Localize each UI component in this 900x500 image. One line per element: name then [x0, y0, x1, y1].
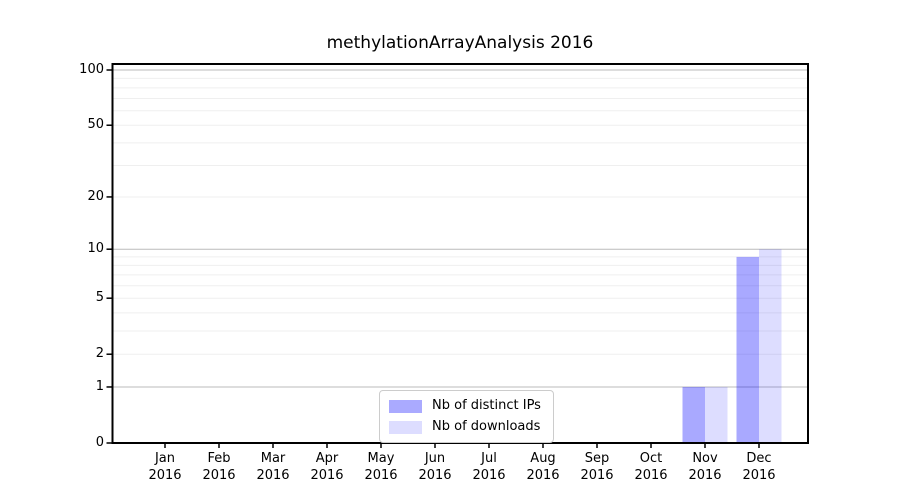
legend-swatch-distinct-ips — [389, 399, 422, 413]
y-tick-label: 5 — [95, 290, 104, 306]
x-tick-label: Sep 2016 — [580, 451, 614, 483]
legend: Nb of distinct IPs Nb of downloads — [379, 390, 554, 443]
x-tick-label: Oct 2016 — [634, 451, 668, 483]
legend-label-downloads: Nb of downloads — [432, 419, 541, 434]
y-tick-label: 0 — [95, 435, 104, 450]
x-tick-label: Feb 2016 — [202, 451, 236, 483]
x-tick-label: Nov 2016 — [688, 451, 722, 483]
x-tick-label: Jan 2016 — [148, 451, 182, 483]
y-tick-label: 10 — [87, 241, 104, 257]
legend-label-distinct-ips: Nb of distinct IPs — [432, 398, 541, 413]
x-tick-label: Mar 2016 — [256, 451, 290, 483]
legend-swatch-downloads — [389, 420, 422, 434]
plot-frame — [111, 63, 809, 444]
x-tick-label: Aug 2016 — [526, 451, 560, 483]
x-tick-label: May 2016 — [364, 451, 398, 483]
y-tick-label: 50 — [87, 117, 104, 133]
y-tick-label: 100 — [79, 62, 104, 77]
x-tick-label: Apr 2016 — [310, 451, 344, 483]
bar-downloads — [759, 249, 782, 443]
bar-downloads — [705, 386, 728, 443]
legend-item-downloads: Nb of downloads — [389, 419, 541, 435]
y-tick-label: 1 — [95, 378, 104, 394]
x-tick-label: Jul 2016 — [472, 451, 506, 483]
legend-item-distinct-ips: Nb of distinct IPs — [389, 398, 541, 414]
y-tick-label: 2 — [95, 346, 104, 362]
chart-title: methylationArrayAnalysis 2016 — [326, 33, 594, 53]
x-tick-label: Jun 2016 — [418, 451, 452, 483]
bar-distinct-ips — [682, 386, 705, 443]
y-tick-label: 20 — [87, 188, 104, 204]
bar-distinct-ips — [736, 256, 759, 443]
x-tick-label: Dec 2016 — [742, 451, 776, 483]
